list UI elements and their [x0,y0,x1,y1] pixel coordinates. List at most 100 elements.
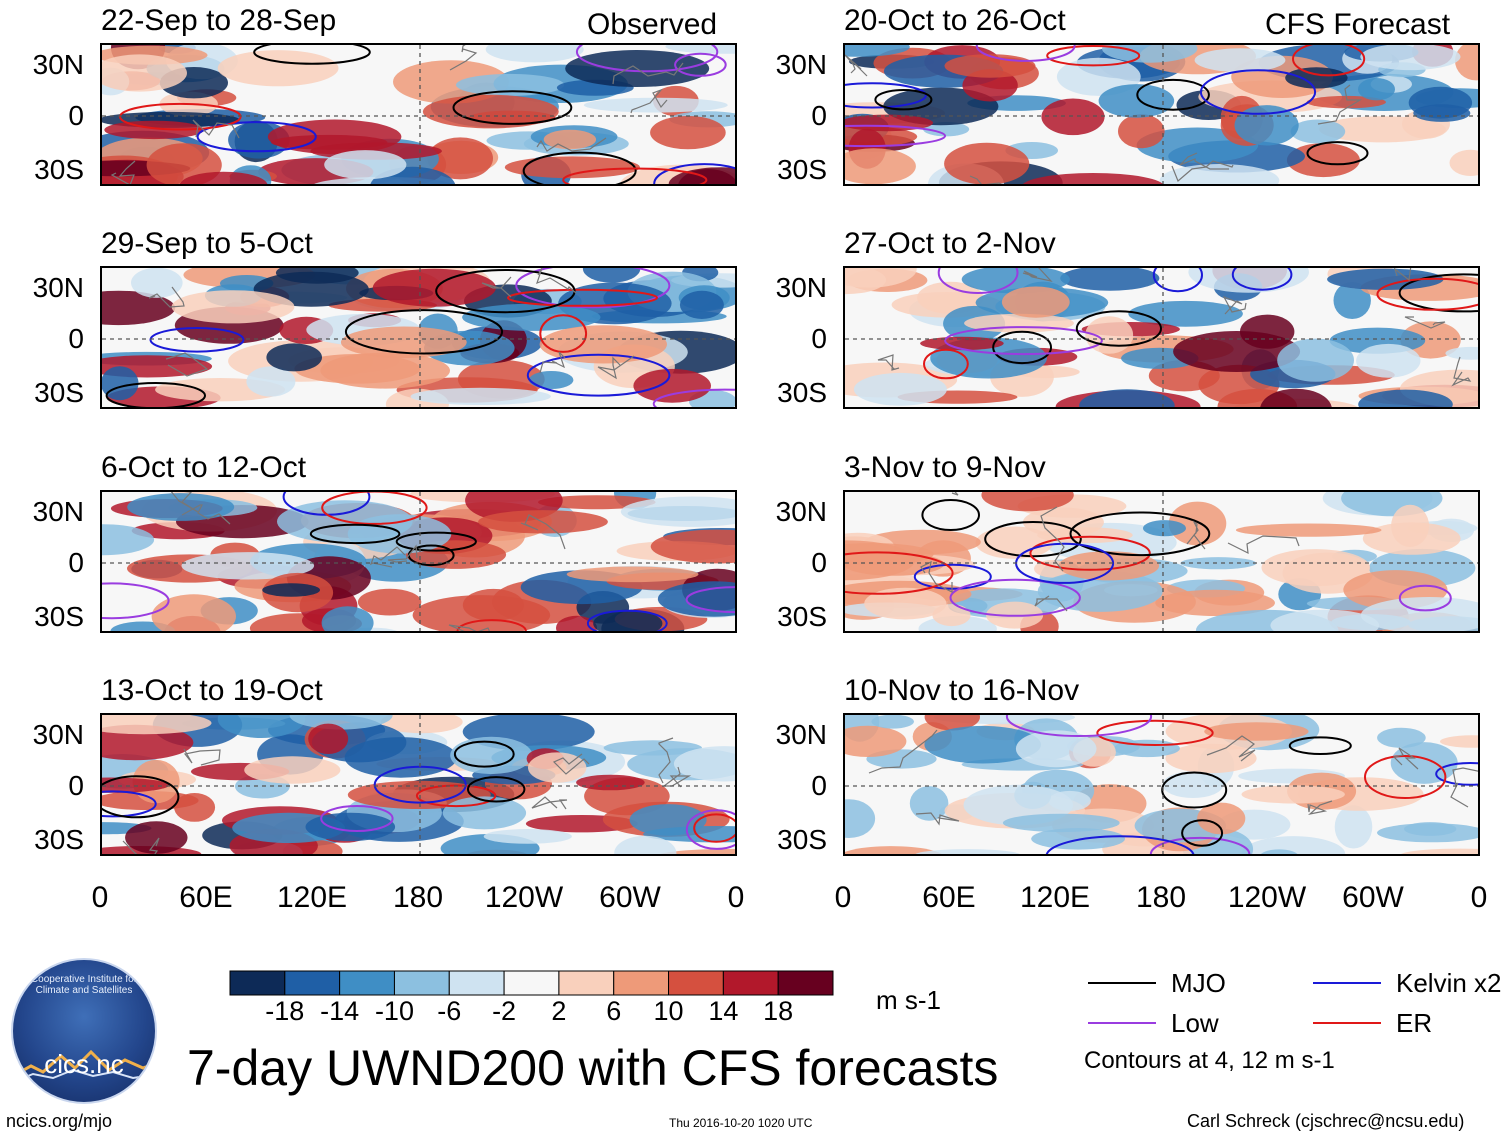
map-panel [843,266,1480,409]
wind-anomaly-blob [485,45,584,63]
coastline [1451,356,1472,387]
wave-contour [452,90,573,125]
wind-anomaly-blob [324,150,407,180]
wind-anomaly-blob [102,777,169,793]
coastline [369,546,406,568]
wave-contour [102,582,170,620]
coastline [165,352,209,377]
wave-contour [102,790,157,818]
panel-title: 13-Oct to 19-Oct [101,674,323,707]
wind-anomaly-blob [1290,119,1346,144]
coastline [122,837,160,854]
wave-contour [1046,45,1141,67]
map-panel [100,43,737,186]
wind-anomaly-blob [1002,813,1120,833]
wave-contour [1306,141,1369,166]
anomaly-map [845,715,1478,854]
forecast-label: CFS Forecast [1265,8,1451,41]
wave-contour [1096,719,1214,746]
anomaly-map [102,268,735,407]
wave-contour [515,268,671,309]
legend-swatch-line [1088,1022,1156,1024]
lat-tick-label: 30N [775,272,827,303]
colorbar-swatch [448,970,505,996]
colorbar-tick-label: -2 [492,996,517,1026]
wind-anomaly-blob [1327,268,1444,290]
website-link[interactable]: ncics.org/mjo [6,1111,113,1131]
wind-anomaly-blob [340,326,467,359]
wind-anomaly-blob [1455,45,1478,81]
wind-anomaly-blob [845,148,916,184]
map-panel [100,266,737,409]
coastline [845,54,868,77]
wave-contour [652,388,735,407]
colorbar-swatch [284,970,341,996]
wind-anomaly-blob [246,366,296,397]
wind-anomaly-blob [582,268,641,283]
wave-contour [913,563,992,590]
anomaly-map [102,492,735,631]
coastline [877,354,900,371]
colorbar-swatch [229,970,286,996]
colorbar-tick-label: 18 [763,996,794,1026]
lat-tick-label: 30N [32,719,84,750]
coastline [448,624,490,631]
wind-anomaly-blob [633,368,711,403]
wave-contour [1292,45,1366,77]
coastline [920,560,953,593]
wave-contour [923,348,969,380]
logo-text: cics.nc [44,1049,124,1079]
lon-tick-label: 60E [922,881,976,914]
lat-tick-label: 30S [34,601,84,632]
wave-contour [949,578,1081,617]
wind-anomaly-blob [442,796,527,830]
wind-anomaly-blob [944,142,1030,184]
cics-logo: Cooperative Institute for Climate and Sa… [11,958,157,1104]
lat-tick-label: 30N [775,496,827,527]
coastline [1317,84,1363,125]
coastline [181,504,231,525]
colorbar-units: m s-1 [876,985,941,1015]
wind-anomaly-blob [576,774,645,791]
colorbar-tick-label: 14 [708,996,739,1026]
legend-swatch-line [1088,982,1156,984]
wind-anomaly-blob [1391,504,1430,547]
wave-contour [1435,762,1478,786]
wave-contour [1075,310,1162,347]
lat-tick-label: 0 [68,323,84,354]
coastline [520,514,566,550]
wind-anomaly-blob [845,725,907,757]
wave-contour [539,314,588,353]
coastline [1186,520,1206,550]
figure-title: 7-day UWND200 with CFS forecasts [187,1040,999,1096]
wind-anomaly-blob [853,372,947,406]
coastline [387,544,418,563]
lat-tick-label: 30N [32,49,84,80]
legend-swatch-line [1313,1022,1381,1024]
wind-anomaly-blob [923,122,970,137]
wind-anomaly-blob [410,387,551,405]
panel-title: 22-Sep to 28-Sep [101,4,337,37]
wind-anomaly-blob [1413,104,1471,122]
lat-tick-label: 30S [34,154,84,185]
coastline [915,812,960,826]
wind-anomaly-blob [1360,45,1461,71]
wind-anomaly-blob [924,715,980,731]
logo-ring-text: Cooperative Institute for Climate and Sa… [30,974,138,996]
wind-anomaly-blob [603,740,702,756]
wave-contour [1161,771,1228,809]
wave-contour [321,492,428,525]
wind-anomaly-blob [1204,722,1309,741]
wave-contour [1181,819,1224,847]
wind-anomaly-blob [1358,78,1395,101]
wave-contour [395,531,477,552]
wind-anomaly-blob [321,606,374,631]
coastline [1392,747,1419,770]
wind-anomaly-blob [673,746,735,782]
wind-anomaly-blob [1079,389,1175,407]
wave-contour [562,167,708,184]
wind-anomaly-blob [1261,849,1298,854]
lon-tick-label: 180 [1135,881,1187,914]
wind-anomaly-blob [1022,173,1164,184]
wind-anomaly-blob [308,723,349,754]
